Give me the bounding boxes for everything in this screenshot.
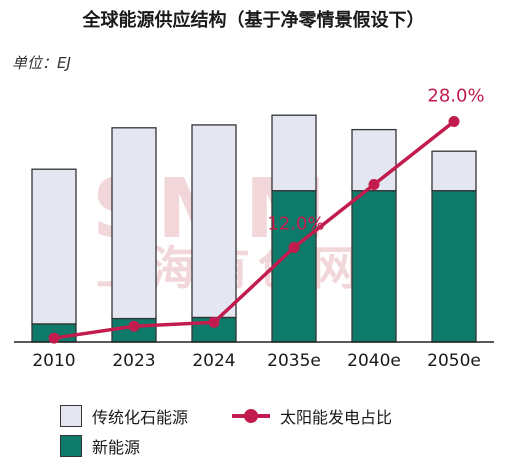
legend-solar-label: 太阳能发电占比 (280, 408, 393, 427)
x-tick-label-2040e: 2040e (347, 351, 401, 371)
x-tick-label-2050e: 2050e (427, 351, 481, 371)
x-tick-label-2010: 2010 (32, 351, 75, 371)
bar-fossil-2035e (271, 114, 317, 192)
solar-share-point-2023 (128, 320, 140, 332)
x-tick-label-2023: 2023 (112, 351, 155, 371)
legend-fossil-label: 传统化石能源 (92, 408, 189, 427)
bar-fossil-2023 (111, 127, 157, 320)
bar-new-energy-2050e (431, 190, 477, 343)
unit-label: 单位：EJ (12, 54, 71, 72)
bar-fossil-2010 (31, 168, 77, 325)
solar-share-data-label-2035e: 12.0% (267, 214, 324, 235)
solar-share-point-2010 (48, 332, 60, 344)
solar-share-point-2050e (448, 116, 460, 127)
bar-fossil-2024 (191, 124, 237, 319)
x-tick-label-2035e: 2035e (267, 351, 321, 371)
legend-new-energy: 新能源 (60, 434, 140, 458)
chart-title: 全球能源供应结构（基于净零情景假设下） (82, 10, 425, 31)
legend-fossil-swatch (60, 405, 82, 427)
solar-share-point-2024 (208, 316, 220, 328)
solar-share-line (53, 120, 456, 340)
solar-share-point-2035e (288, 242, 300, 253)
legend-solar-swatch (232, 405, 270, 427)
solar-share-data-label-2050e: 28.0% (427, 86, 484, 107)
legend-new-energy-swatch (60, 435, 82, 457)
legend-solar-share: 太阳能发电占比 (232, 404, 392, 428)
legend-new-energy-label: 新能源 (92, 438, 141, 457)
bar-fossil-2050e (431, 150, 477, 192)
solar-share-point-2040e (368, 179, 380, 190)
x-tick-label-2024: 2024 (192, 351, 235, 371)
bar-new-energy-2040e (351, 190, 397, 343)
legend-fossil: 传统化石能源 (60, 404, 188, 428)
